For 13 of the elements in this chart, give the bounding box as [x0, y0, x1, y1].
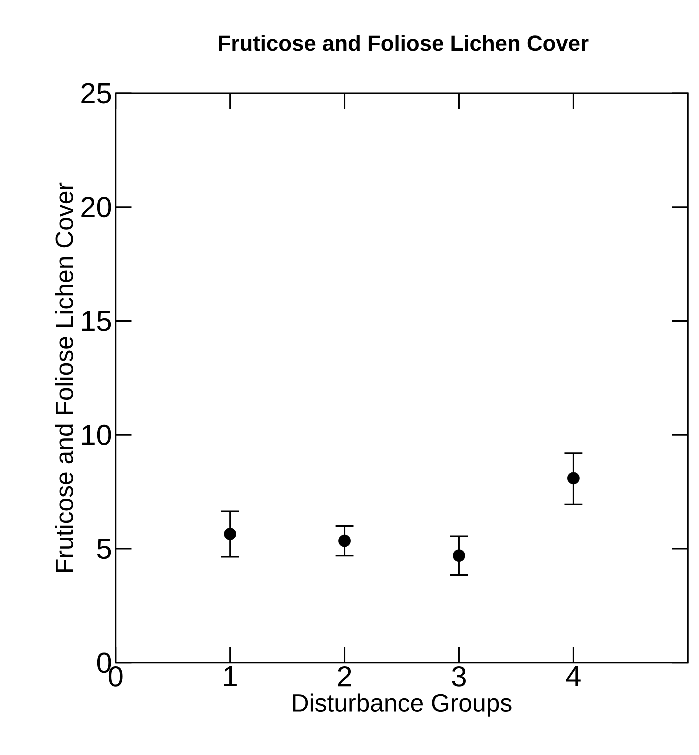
- y-tick-label: 15: [82, 311, 112, 332]
- x-axis-title: Disturbance Groups: [293, 694, 512, 717]
- y-axis-title: Fruticose and Foliose Lichen Cover: [55, 182, 74, 572]
- x-tick-label: 4: [566, 666, 581, 686]
- y-tick-label: 20: [82, 197, 112, 218]
- y-tick-label: 5: [97, 538, 112, 560]
- y-tick-label: 0: [97, 652, 112, 674]
- x-tick-label: 3: [452, 666, 466, 687]
- x-tick-label: 1: [224, 666, 237, 686]
- y-tick-label: 10: [82, 424, 112, 446]
- x-tick-label: 2: [338, 666, 352, 687]
- chart-title: Fruticose and Foliose Lichen Cover: [219, 35, 589, 52]
- y-tick-label: 25: [82, 83, 112, 104]
